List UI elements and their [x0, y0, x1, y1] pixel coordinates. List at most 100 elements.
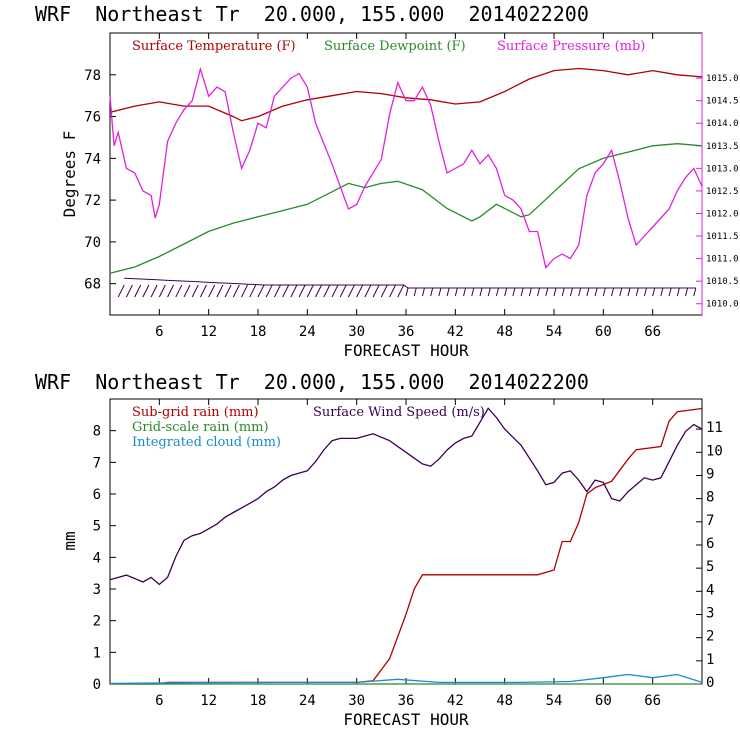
wind-barb	[372, 284, 380, 298]
wind-barb	[183, 284, 191, 298]
y-tick-label: 6	[93, 487, 101, 503]
x-tick-label: 6	[155, 324, 163, 340]
wind-barb	[315, 284, 323, 298]
wind-barb	[290, 284, 298, 298]
y2-tick-label: 8	[706, 490, 714, 506]
x-tick-label: 48	[496, 324, 513, 340]
wind-barb	[125, 284, 133, 298]
wind-barb	[249, 284, 257, 298]
series-line-dewpoint	[109, 143, 703, 274]
bottom-legend-subgrid: Sub-grid rain (mm)	[132, 405, 259, 420]
wind-barb	[495, 287, 499, 297]
y-tick-label: 5	[93, 519, 101, 535]
top-legend-temperature: Surface Temperature (F)	[132, 39, 296, 54]
wind-barb	[545, 287, 549, 297]
y2-tick-label: 5	[706, 559, 714, 575]
y2-tick-label: 1011.0	[706, 255, 739, 265]
top-legend-dewpoint: Surface Dewpoint (F)	[324, 39, 466, 54]
wind-barb	[208, 284, 216, 298]
top-y-axis-label: Degrees F	[60, 131, 79, 218]
bottom-chart-header: WRF Northeast Tr 20.000, 155.000 2014022…	[35, 370, 589, 394]
top-chart-header: WRF Northeast Tr 20.000, 155.000 2014022…	[35, 2, 589, 26]
bottom-right-tick-labels: 0 1 2 3 4 5 6 7 8 9 10 11	[696, 420, 723, 691]
wind-barb	[232, 284, 240, 298]
bottom-series-lines	[109, 407, 703, 685]
wind-barb	[594, 287, 598, 297]
wind-barb	[660, 287, 664, 297]
wind-barb	[216, 284, 224, 298]
wind-barb	[438, 287, 442, 297]
wind-barb	[520, 287, 524, 297]
y2-tick-label: 1012.0	[706, 209, 739, 219]
wind-barb	[413, 287, 417, 297]
temperature-pressure-chart: WRF Northeast Tr 20.000, 155.000 2014022…	[35, 2, 739, 360]
x-tick-label: 6	[155, 693, 163, 709]
y2-tick-label: 1010.5	[706, 277, 739, 287]
y2-tick-label: 1010.0	[706, 300, 739, 310]
bottom-legend-cloud: Integrated cloud (mm)	[132, 435, 281, 450]
wind-barb	[389, 284, 397, 298]
wind-barb	[512, 287, 516, 297]
wind-barb	[405, 287, 409, 297]
x-tick-label: 36	[398, 324, 415, 340]
y-tick-label: 78	[84, 68, 101, 84]
x-tick-label: 12	[200, 693, 217, 709]
y2-tick-label: 4	[706, 582, 714, 598]
wind-barb	[693, 287, 697, 297]
top-x-tick-labels: 6 12 18 24 30 36 42 48 54 60 66	[155, 33, 661, 340]
top-series-lines	[109, 66, 703, 274]
wind-barb	[134, 284, 142, 298]
y2-tick-label: 6	[706, 536, 714, 552]
wind-barb	[150, 284, 158, 298]
y-tick-label: 76	[84, 110, 101, 126]
y-tick-label: 0	[93, 677, 101, 693]
y-tick-label: 4	[93, 550, 101, 566]
top-x-axis-label: FORECAST HOUR	[343, 341, 469, 360]
wind-barb	[347, 284, 355, 298]
x-tick-label: 60	[595, 324, 612, 340]
top-right-tick-labels: 1010.0 1010.5 1011.0 1011.5 1012.0 1012.5 1013…	[696, 33, 739, 315]
wind-barb	[175, 284, 183, 298]
y2-tick-label: 7	[706, 513, 714, 529]
wind-barb	[578, 287, 582, 297]
wind-barb	[167, 284, 175, 298]
series-line-cloud	[109, 673, 703, 685]
wind-barb	[479, 287, 483, 297]
wind-barb	[265, 284, 273, 298]
wind-barb	[273, 284, 281, 298]
wind-barb	[652, 287, 656, 297]
wind-barb	[421, 287, 425, 297]
x-tick-label: 12	[200, 324, 217, 340]
x-tick-label: 24	[299, 693, 316, 709]
y2-tick-label: 10	[706, 443, 723, 459]
y2-tick-label: 11	[706, 420, 723, 436]
wind-barb	[463, 287, 467, 297]
wind-barb	[611, 287, 615, 297]
wind-barb	[356, 284, 364, 298]
x-tick-label: 48	[496, 693, 513, 709]
y2-tick-label: 1013.0	[706, 164, 739, 174]
x-tick-label: 60	[595, 693, 612, 709]
wind-barb	[241, 284, 249, 298]
wind-barb	[553, 287, 557, 297]
wind-barb	[331, 284, 339, 298]
wind-barb	[446, 287, 450, 297]
y2-tick-label: 1012.5	[706, 187, 739, 197]
wind-barb	[635, 287, 639, 297]
bottom-legend-gridscale: Grid-scale rain (mm)	[132, 420, 269, 435]
wind-barb	[627, 287, 631, 297]
wind-barb	[668, 287, 672, 297]
wind-barb	[643, 287, 647, 297]
y2-tick-label: 9	[706, 466, 714, 482]
wind-barb	[537, 287, 541, 297]
wind-barb	[685, 287, 689, 297]
wind-barb	[199, 284, 207, 298]
wind-barbs	[117, 277, 697, 298]
x-tick-label: 30	[348, 693, 365, 709]
y-tick-label: 72	[84, 193, 101, 209]
x-tick-label: 24	[299, 324, 316, 340]
wind-barb	[117, 284, 125, 298]
x-tick-label: 54	[546, 324, 563, 340]
x-tick-label: 30	[348, 324, 365, 340]
